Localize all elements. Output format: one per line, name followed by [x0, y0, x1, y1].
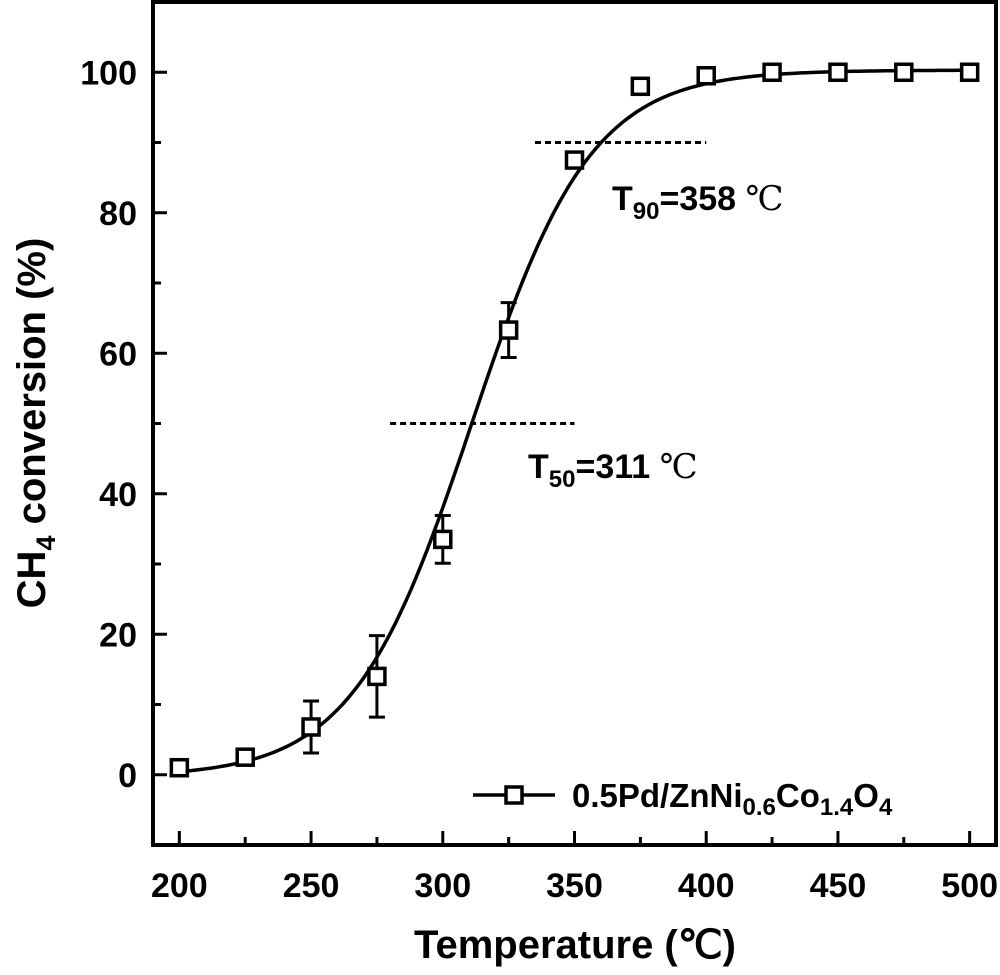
data-point [764, 64, 780, 80]
data-point [830, 64, 846, 80]
x-tick-label: 300 [414, 867, 471, 905]
data-point [962, 64, 978, 80]
data-point [501, 322, 517, 338]
axis-ticks [153, 72, 970, 845]
data-points [171, 64, 977, 775]
data-point [237, 749, 253, 765]
x-tick-label: 250 [283, 867, 340, 905]
y-tick-label: 0 [118, 757, 137, 795]
y-tick-label: 60 [99, 335, 137, 373]
y-tick-label: 40 [99, 476, 137, 514]
data-point [698, 68, 714, 84]
data-point [896, 64, 912, 80]
y-tick-label: 80 [99, 195, 137, 233]
data-point [369, 668, 385, 684]
annotations: T50=311 ℃ T90=358 ℃ [390, 143, 783, 494]
x-axis-title: Temperature (℃) [414, 923, 736, 967]
annotation-label-t90: T90=358 ℃ [612, 179, 784, 225]
data-point [567, 152, 583, 168]
legend-label: 0.5Pd/ZnNi0.6Co1.4O4 [572, 777, 893, 821]
annotation-label-t50: T50=311 ℃ [528, 447, 698, 493]
legend-marker [506, 787, 522, 803]
x-tick-label: 400 [678, 867, 735, 905]
error-bars [303, 303, 517, 753]
x-tick-label: 450 [810, 867, 867, 905]
data-point [632, 78, 648, 94]
y-axis-title: CH4 conversion (%) [10, 238, 61, 609]
x-tick-label: 350 [546, 867, 603, 905]
x-tick-label: 200 [151, 867, 208, 905]
x-tick-label: 500 [941, 867, 998, 905]
legend: 0.5Pd/ZnNi0.6Co1.4O4 [473, 777, 893, 821]
data-point [303, 719, 319, 735]
y-tick-label: 20 [99, 616, 137, 654]
fit-curve [179, 70, 969, 771]
y-tick-label: 100 [80, 54, 137, 92]
data-point [435, 531, 451, 547]
data-point [171, 760, 187, 776]
